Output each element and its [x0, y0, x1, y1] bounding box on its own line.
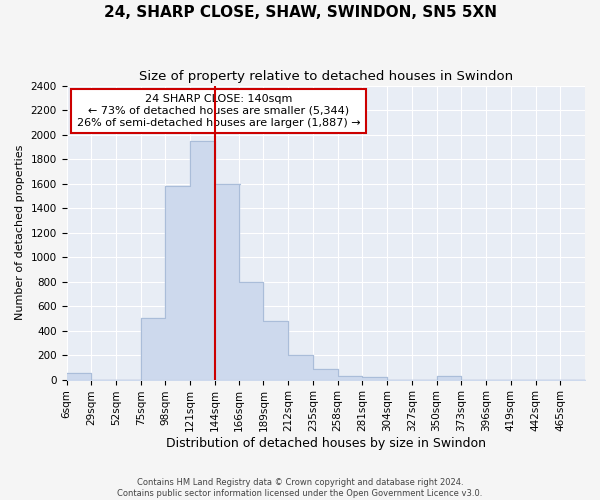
Text: 24, SHARP CLOSE, SHAW, SWINDON, SN5 5XN: 24, SHARP CLOSE, SHAW, SWINDON, SN5 5XN: [104, 5, 497, 20]
Text: 24 SHARP CLOSE: 140sqm
← 73% of detached houses are smaller (5,344)
26% of semi-: 24 SHARP CLOSE: 140sqm ← 73% of detached…: [77, 94, 361, 128]
X-axis label: Distribution of detached houses by size in Swindon: Distribution of detached houses by size …: [166, 437, 486, 450]
Text: Contains HM Land Registry data © Crown copyright and database right 2024.
Contai: Contains HM Land Registry data © Crown c…: [118, 478, 482, 498]
Y-axis label: Number of detached properties: Number of detached properties: [15, 145, 25, 320]
Title: Size of property relative to detached houses in Swindon: Size of property relative to detached ho…: [139, 70, 513, 83]
